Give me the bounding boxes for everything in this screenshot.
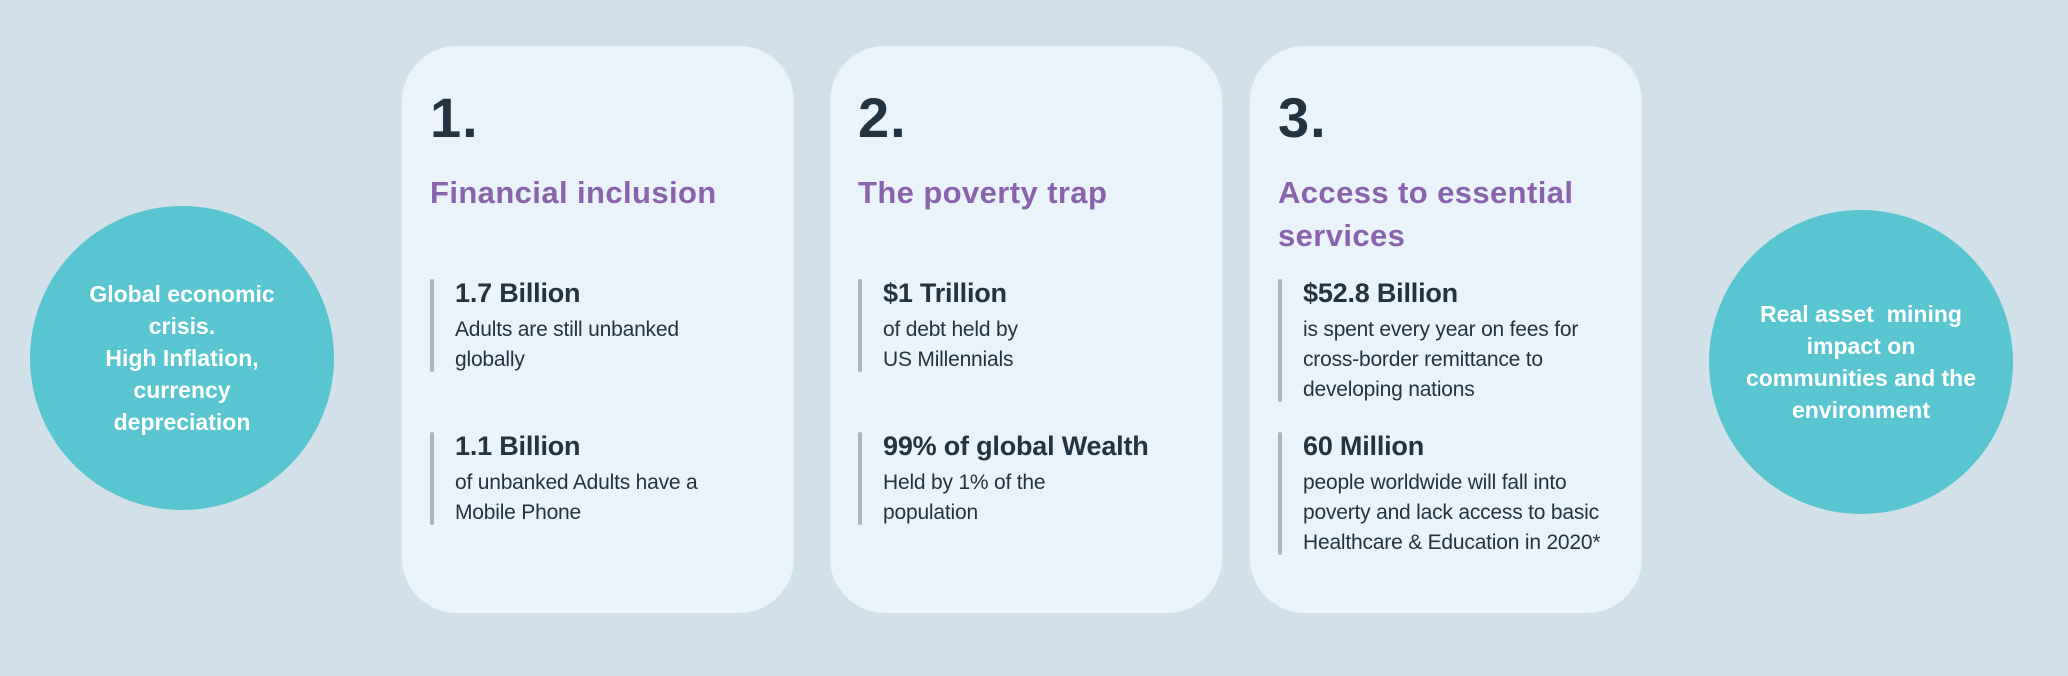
card-number: 2. [858,86,907,149]
stat-description: Adults are still unbanked globally [455,318,679,372]
stat-divider-bar [858,432,862,526]
stat-value: 1.1 Billion [455,431,581,461]
stat-item: 1.7 Billion Adults are still unbanked gl… [430,276,778,375]
stat-item: 99% of global Wealth Held by 1% of the p… [858,429,1206,528]
stat-value: $1 Trillion [883,278,1007,308]
stat-description: people worldwide will fall into poverty … [1303,471,1601,555]
stat-divider-bar [430,432,434,526]
right-context-bubble: Real asset mining impact on communities … [1709,210,2013,514]
stat-description: of debt held by US Millennials [883,318,1018,372]
stat-item: $1 Trillion of debt held by US Millennia… [858,276,1206,375]
card-poverty-trap: 2. The poverty trap $1 Trillion of debt … [830,46,1222,613]
card-essential-services: 3. Access to essential services $52.8 Bi… [1250,46,1642,613]
stat-value: $52.8 Billion [1303,278,1458,308]
stat-description: of unbanked Adults have a Mobile Phone [455,471,698,525]
stat-description: Held by 1% of the population [883,471,1046,525]
stat-value: 60 Million [1303,431,1425,461]
stat-divider-bar [1278,432,1282,556]
right-context-bubble-text: Real asset mining impact on communities … [1745,300,1977,424]
card-title: Financial inclusion [430,175,717,210]
stat-divider-bar [858,279,862,373]
card-title: The poverty trap [858,175,1108,210]
left-context-bubble: Global economic crisis. High Inflation, … [30,206,334,510]
left-context-bubble-text: Global economic crisis. High Inflation, … [89,280,275,436]
stat-description: is spent every year on fees for cross-bo… [1303,318,1579,402]
stat-divider-bar [430,279,434,373]
stat-item: 60 Million people worldwide will fall in… [1278,429,1626,558]
card-financial-inclusion: 1. Financial inclusion 1.7 Billion Adult… [402,46,794,613]
stat-item: 1.1 Billion of unbanked Adults have a Mo… [430,429,778,528]
stat-value: 99% of global Wealth [883,431,1149,461]
card-number: 1. [430,86,479,149]
stat-divider-bar [1278,279,1282,403]
card-number: 3. [1278,86,1327,149]
stat-item: $52.8 Billion is spent every year on fee… [1278,276,1626,405]
card-title: Access to essential services [1278,175,1574,253]
stat-value: 1.7 Billion [455,278,581,308]
